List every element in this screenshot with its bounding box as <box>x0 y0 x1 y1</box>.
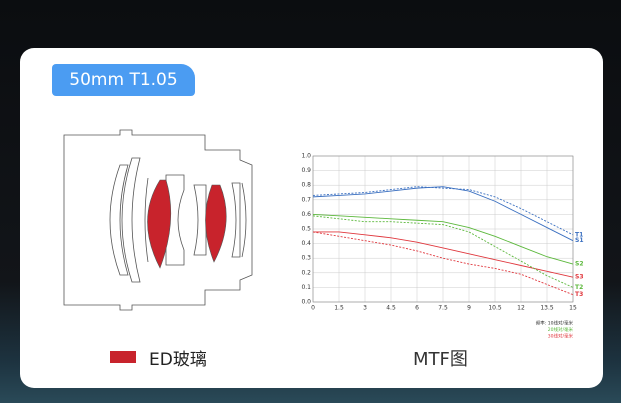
y-tick-label: 0.6 <box>301 211 311 218</box>
x-tick-label: 3 <box>363 305 367 312</box>
y-tick-label: 0.1 <box>301 284 311 291</box>
series-label: T2 <box>575 284 583 291</box>
x-tick-label: 0 <box>311 305 315 312</box>
series-line <box>312 186 574 236</box>
series-label: S1 <box>575 237 584 244</box>
annotation: 频率: 10线对/毫米 <box>536 320 574 327</box>
ed-lenses <box>147 179 227 269</box>
x-tick-label: 12 <box>517 305 525 312</box>
y-tick-label: 0.0 <box>301 299 311 306</box>
y-tick-label: 0.2 <box>301 269 311 276</box>
series-line <box>312 186 574 242</box>
series-line <box>312 231 574 296</box>
y-tick-label: 0.7 <box>301 196 311 203</box>
caption: MTF图 <box>413 349 468 370</box>
legend-label: ED玻璃 <box>149 350 207 370</box>
series-label: T3 <box>575 291 583 298</box>
y-tick-label: 1.0 <box>301 153 311 160</box>
legend-swatch <box>110 351 136 363</box>
y-tick-label: 0.8 <box>301 182 311 189</box>
x-tick-label: 9 <box>467 305 471 312</box>
y-tick-label: 0.5 <box>301 226 311 233</box>
series-line <box>312 215 574 288</box>
annotation: 20线对/毫米 <box>548 326 574 333</box>
series-line <box>312 213 574 265</box>
badge: 50mm T1.05 <box>52 64 195 96</box>
series-label: T1 <box>575 231 583 238</box>
x-tick-label: 6 <box>415 305 419 312</box>
series-line <box>313 231 574 278</box>
annotation: 30线对/毫米 <box>548 333 574 340</box>
x-tick-label: 10.5 <box>488 305 502 312</box>
y-tick-label: 0.4 <box>301 240 311 247</box>
x-tick-label: 4.5 <box>386 305 396 312</box>
plot-frame <box>312 155 574 303</box>
card <box>20 48 603 388</box>
series-label: S2 <box>575 261 584 268</box>
y-tick-label: 0.9 <box>301 167 311 174</box>
series-label: S3 <box>575 274 584 281</box>
x-tick-label: 7.5 <box>438 305 448 312</box>
y-tick-label: 0.3 <box>301 255 311 262</box>
lens-diagram <box>63 129 253 311</box>
x-tick-label: 13.5 <box>540 305 554 312</box>
x-tick-label: 15 <box>569 305 577 312</box>
x-tick-label: 1.5 <box>334 305 344 312</box>
